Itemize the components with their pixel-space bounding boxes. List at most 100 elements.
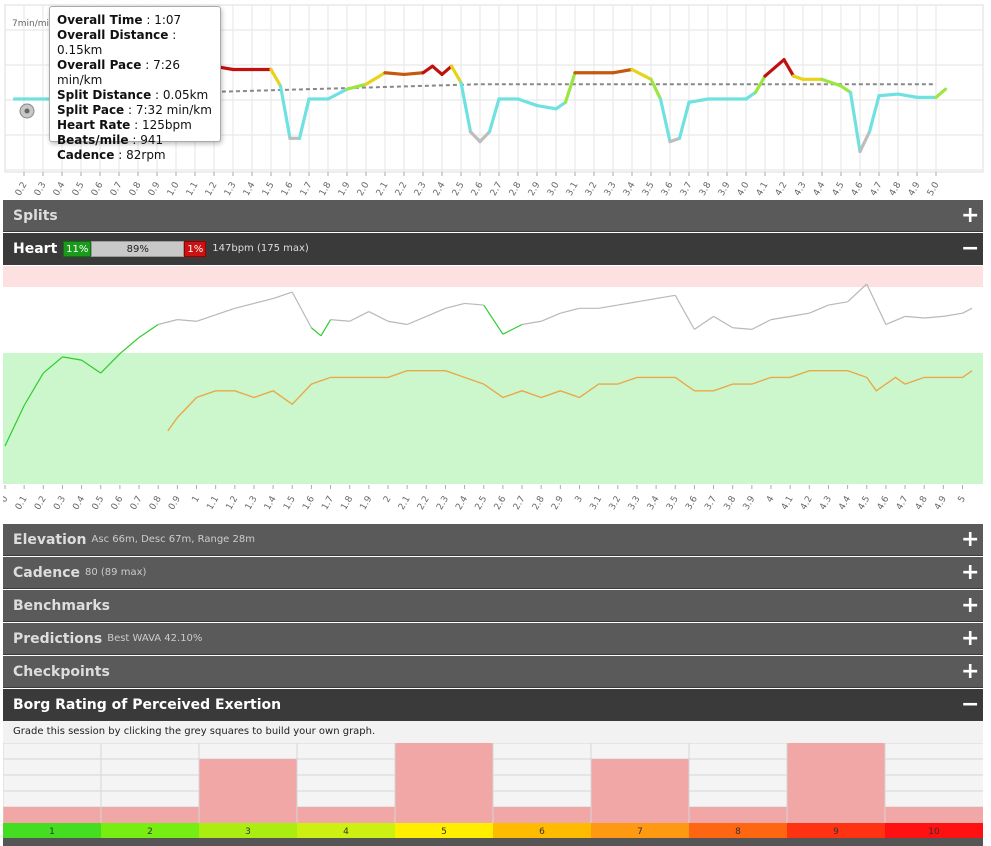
pace-segment: [630, 67, 653, 81]
expand-icon[interactable]: +: [961, 626, 980, 651]
pace-segment: [782, 58, 796, 78]
pace-chart[interactable]: 7min/mi 0.2 0.3 0.4 0.5 0.6 0.7 0.8 0.9 1.0 1.1 1.…: [0, 0, 991, 200]
heart-tick-label: 3.8: [722, 494, 738, 512]
panel-heart[interactable]: Heart 11% 89% 1% 147bpm (175 max) −: [3, 233, 983, 265]
borg-scale-cell[interactable]: [101, 823, 199, 838]
borg-bar[interactable]: [3, 807, 101, 823]
borg-scale-cell[interactable]: [689, 823, 787, 838]
expand-icon[interactable]: +: [961, 203, 980, 228]
expand-icon[interactable]: +: [961, 659, 980, 684]
panel-heart-title: Heart: [13, 240, 58, 257]
heart-tick-label: 3.1: [588, 495, 604, 512]
heart-tick-label: 3.9: [742, 494, 758, 512]
borg-scale-label: 9: [833, 827, 839, 837]
pace-segment: [421, 64, 435, 75]
borg-bar[interactable]: [395, 743, 493, 823]
tooltip-label: Split Distance: [57, 88, 152, 102]
pace-tick-label: 4.8: [888, 180, 904, 198]
heart-rate-segment: [943, 312, 963, 317]
borg-bar[interactable]: [493, 807, 591, 823]
borg-scale-cell[interactable]: [885, 823, 983, 838]
expand-icon[interactable]: +: [961, 593, 980, 618]
heart-tick-label: 1.1: [205, 495, 221, 512]
pace-tick-label: 4.9: [907, 180, 923, 198]
borg-chart-svg[interactable]: 1 2 3 4 5 6 7 8 9 10: [2, 726, 983, 838]
expand-icon[interactable]: +: [961, 560, 980, 585]
heart-tick-label: 3.7: [703, 495, 719, 512]
pace-tick-label: 2.0: [356, 180, 372, 198]
heart-rate-segment: [100, 353, 121, 374]
heart-tick-label: 4.9: [933, 494, 949, 512]
heart-rate-segment: [387, 320, 408, 326]
pace-segment: [763, 58, 786, 78]
pace-tick-label: 3.9: [717, 180, 733, 198]
pace-cursor-marker[interactable]: [19, 103, 35, 119]
heart-chart[interactable]: 0 0.1 0.2 0.3 0.4 0.5 0.6 0.7 0.8 0.9 1 1.1 1.2 1.3 1.…: [0, 266, 983, 522]
collapse-icon[interactable]: −: [961, 692, 980, 717]
heart-tick-label: 2.4: [454, 494, 470, 512]
borg-bar[interactable]: [101, 807, 199, 823]
borg-bar[interactable]: [689, 807, 787, 823]
borg-scale-cell[interactable]: [297, 823, 395, 838]
heart-tick-label: 4.8: [914, 494, 930, 512]
borg-bar[interactable]: [885, 807, 983, 823]
pace-segment: [278, 84, 292, 140]
borg-scale-cell[interactable]: [787, 823, 885, 838]
heart-rate-segment: [4, 405, 25, 447]
panel-elevation[interactable]: Elevation Asc 66m, Desc 67m, Range 28m +: [3, 524, 983, 556]
collapse-icon[interactable]: −: [961, 236, 980, 261]
pace-segment: [402, 71, 425, 77]
pace-tick-label: 3.8: [698, 180, 714, 198]
heart-tick-label: 1.3: [244, 495, 260, 512]
borg-bar[interactable]: [787, 727, 885, 823]
heart-chart-svg[interactable]: 0 0.1 0.2 0.3 0.4 0.5 0.6 0.7 0.8 0.9 1 1.1 1.2 1.3 1.…: [0, 266, 983, 522]
panel-borg-title: Borg Rating of Perceived Exertion: [13, 696, 282, 713]
borg-scale-cell[interactable]: [3, 823, 101, 838]
heart-tick-label: 2.3: [435, 495, 451, 512]
heart-rate-segment: [962, 307, 973, 314]
pace-segment: [478, 130, 492, 144]
heart-rate-segment: [521, 320, 542, 326]
heart-tick-label: 2: [382, 495, 394, 505]
pace-tick-label: 4.6: [850, 180, 866, 198]
pace-segment: [440, 64, 454, 77]
heart-rate-segment: [23, 372, 44, 406]
borg-bar[interactable]: [591, 759, 689, 823]
pace-tick-label: 0.5: [71, 181, 87, 198]
borg-scale-cell[interactable]: [395, 823, 493, 838]
heart-rate-segment: [828, 301, 848, 306]
pace-segment: [535, 103, 558, 111]
pace-tick-label: 4.0: [736, 180, 752, 198]
pace-tick-label: 2.2: [394, 181, 410, 198]
heart-tick-label: 3: [574, 495, 586, 505]
borg-bar[interactable]: [297, 807, 395, 823]
heart-tick-label: 4.7: [895, 495, 911, 512]
panel-predictions[interactable]: Predictions Best WAVA 42.10% +: [3, 623, 983, 655]
borg-scale-cell[interactable]: [591, 823, 689, 838]
borg-chart[interactable]: 1 2 3 4 5 6 7 8 9 10: [2, 726, 983, 838]
heart-rate-segment: [215, 307, 235, 316]
panel-splits[interactable]: Splits +: [3, 200, 983, 232]
borg-scale-cell[interactable]: [199, 823, 297, 838]
tooltip-row: Cadence : 82rpm: [57, 148, 213, 163]
pace-segment: [383, 71, 406, 77]
borg-scale-cell[interactable]: [493, 823, 591, 838]
pace-tick-label: 2.8: [508, 180, 524, 198]
panel-cadence[interactable]: Cadence 80 (89 max) +: [3, 557, 983, 589]
panel-benchmarks[interactable]: Benchmarks +: [3, 590, 983, 622]
panel-checkpoints[interactable]: Checkpoints +: [3, 656, 983, 688]
expand-icon[interactable]: +: [961, 527, 980, 552]
pace-tick-label: 1.4: [242, 180, 258, 198]
pace-segment: [554, 100, 568, 111]
pace-tick-label: 0.2: [14, 181, 30, 198]
pace-tick-label: 1.2: [204, 181, 220, 198]
pace-series: [12, 58, 948, 154]
panel-borg[interactable]: Borg Rating of Perceived Exertion −: [3, 689, 983, 721]
pace-tick-label: 1.7: [299, 181, 315, 198]
heart-tick-label: 3.4: [646, 494, 662, 512]
tooltip-value: : 1:07: [142, 13, 182, 27]
borg-bar[interactable]: [199, 759, 297, 823]
hr-high-zone: [3, 266, 983, 287]
heart-rate-segment: [598, 304, 618, 309]
pace-tick-label: 5.0: [926, 180, 942, 198]
